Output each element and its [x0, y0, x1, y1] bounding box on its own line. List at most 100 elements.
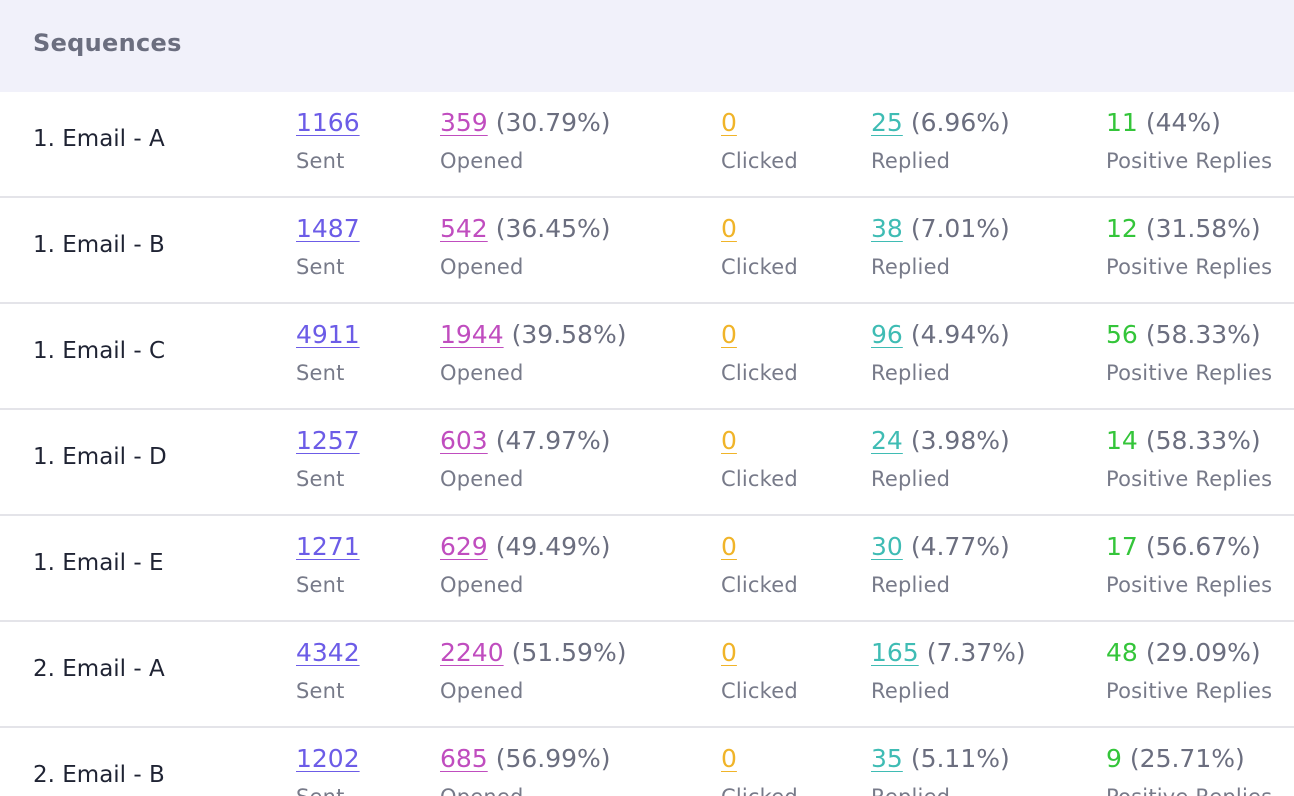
sent-metric: 1166 Sent — [296, 106, 360, 175]
positive-label: Positive Replies — [1106, 149, 1273, 173]
clicked-metric: 0 Clicked — [721, 530, 798, 599]
sent-metric: 4911 Sent — [296, 318, 360, 387]
clicked-metric: 0 Clicked — [721, 742, 798, 796]
replied-count-link[interactable]: 38 — [871, 214, 903, 243]
opened-metric: 629 (49.49%) Opened — [440, 530, 611, 599]
clicked-label: Clicked — [721, 783, 798, 796]
positive-count: 48 — [1106, 638, 1138, 667]
replied-percentage: (5.11%) — [910, 744, 1010, 773]
positive-label: Positive Replies — [1106, 679, 1273, 703]
clicked-count-link[interactable]: 0 — [721, 532, 737, 561]
replied-metric: 30 (4.77%) Replied — [871, 530, 1010, 599]
replied-label: Replied — [871, 783, 1010, 796]
replied-count-link[interactable]: 35 — [871, 744, 903, 773]
positive-label: Positive Replies — [1106, 783, 1272, 796]
opened-metric: 542 (36.45%) Opened — [440, 212, 611, 281]
clicked-count-link[interactable]: 0 — [721, 426, 737, 455]
sent-label: Sent — [296, 679, 345, 703]
positive-metric: 48 (29.09%) Positive Replies — [1106, 636, 1272, 705]
opened-count-link[interactable]: 2240 — [440, 638, 504, 667]
opened-label: Opened — [440, 783, 611, 796]
opened-percentage: (36.45%) — [495, 214, 611, 243]
clicked-label: Clicked — [721, 679, 798, 703]
sent-count-link[interactable]: 4342 — [296, 638, 360, 667]
opened-count-link[interactable]: 685 — [440, 744, 488, 773]
sequence-name: 2. Email - A — [33, 656, 165, 682]
positive-percentage: (44%) — [1145, 108, 1221, 137]
clicked-label: Clicked — [721, 255, 798, 279]
clicked-metric: 0 Clicked — [721, 212, 798, 281]
opened-count-link[interactable]: 1944 — [440, 320, 504, 349]
positive-metric: 14 (58.33%) Positive Replies — [1106, 424, 1272, 493]
table-row: 1. Email - E 1271 Sent 629 (49.49%) Opened 0 Cl… — [0, 516, 1294, 622]
opened-percentage: (56.99%) — [495, 744, 611, 773]
positive-percentage: (25.71%) — [1129, 744, 1245, 773]
clicked-count-link[interactable]: 0 — [721, 638, 737, 667]
replied-percentage: (3.98%) — [910, 426, 1010, 455]
clicked-label: Clicked — [721, 149, 798, 173]
opened-label: Opened — [440, 361, 524, 385]
clicked-count-link[interactable]: 0 — [721, 744, 737, 773]
positive-label: Positive Replies — [1106, 361, 1273, 385]
replied-count-link[interactable]: 24 — [871, 426, 903, 455]
sent-metric: 1202 Sent — [296, 742, 360, 796]
replied-count-link[interactable]: 96 — [871, 320, 903, 349]
table-row: 1. Email - D 1257 Sent 603 (47.97%) Opened 0 Cl… — [0, 410, 1294, 516]
positive-percentage: (56.67%) — [1145, 532, 1261, 561]
sequence-name: 1. Email - D — [33, 444, 167, 470]
opened-percentage: (49.49%) — [495, 532, 611, 561]
replied-count-link[interactable]: 165 — [871, 638, 919, 667]
sent-count-link[interactable]: 1271 — [296, 532, 360, 561]
sequence-name: 2. Email - B — [33, 762, 165, 788]
clicked-metric: 0 Clicked — [721, 636, 798, 705]
opened-label: Opened — [440, 255, 524, 279]
opened-percentage: (47.97%) — [495, 426, 611, 455]
replied-label: Replied — [871, 679, 951, 703]
replied-metric: 35(5.11%) Replied — [871, 742, 1010, 796]
clicked-metric: 0 Clicked — [721, 424, 798, 493]
table-row: 1. Email - B 1487 Sent 542 (36.45%) Opened 0 Cl… — [0, 198, 1294, 304]
clicked-label: Clicked — [721, 361, 798, 385]
clicked-count-link[interactable]: 0 — [721, 214, 737, 243]
sent-count-link[interactable]: 4911 — [296, 320, 360, 349]
opened-percentage: (51.59%) — [511, 638, 627, 667]
clicked-metric: 0 Clicked — [721, 106, 798, 175]
sent-label: Sent — [296, 149, 345, 173]
opened-count-link[interactable]: 542 — [440, 214, 488, 243]
replied-percentage: (4.94%) — [910, 320, 1010, 349]
opened-metric: 1944 (39.58%) Opened — [440, 318, 626, 387]
replied-count-link[interactable]: 25 — [871, 108, 903, 137]
clicked-metric: 0 Clicked — [721, 318, 798, 387]
positive-count: 56 — [1106, 320, 1138, 349]
positive-count: 12 — [1106, 214, 1138, 243]
sent-label: Sent — [296, 361, 345, 385]
opened-label: Opened — [440, 467, 524, 491]
table-row: 1. Email - C 4911 Sent 1944 (39.58%) Opened 0 C… — [0, 304, 1294, 410]
sent-metric: 4342 Sent — [296, 636, 360, 705]
positive-percentage: (29.09%) — [1145, 638, 1261, 667]
positive-metric: 17 (56.67%) Positive Replies — [1106, 530, 1272, 599]
replied-count-link[interactable]: 30 — [871, 532, 903, 561]
replied-percentage: (7.01%) — [910, 214, 1010, 243]
clicked-count-link[interactable]: 0 — [721, 108, 737, 137]
opened-count-link[interactable]: 603 — [440, 426, 488, 455]
sent-label: Sent — [296, 783, 360, 796]
opened-count-link[interactable]: 359 — [440, 108, 488, 137]
positive-count: 14 — [1106, 426, 1138, 455]
opened-count-link[interactable]: 629 — [440, 532, 488, 561]
clicked-label: Clicked — [721, 467, 798, 491]
replied-percentage: (6.96%) — [910, 108, 1010, 137]
replied-label: Replied — [871, 467, 951, 491]
opened-metric: 359 (30.79%) Opened — [440, 106, 611, 175]
sent-metric: 1257 Sent — [296, 424, 360, 493]
clicked-count-link[interactable]: 0 — [721, 320, 737, 349]
clicked-label: Clicked — [721, 573, 798, 597]
sent-count-link[interactable]: 1487 — [296, 214, 360, 243]
sent-count-link[interactable]: 1202 — [296, 744, 360, 773]
sent-count-link[interactable]: 1166 — [296, 108, 360, 137]
table-row: 2. Email - A 4342 Sent 2240 (51.59%) Opened 0 C… — [0, 622, 1294, 728]
sent-count-link[interactable]: 1257 — [296, 426, 360, 455]
sent-label: Sent — [296, 255, 345, 279]
replied-label: Replied — [871, 361, 951, 385]
positive-count: 11 — [1106, 108, 1138, 137]
